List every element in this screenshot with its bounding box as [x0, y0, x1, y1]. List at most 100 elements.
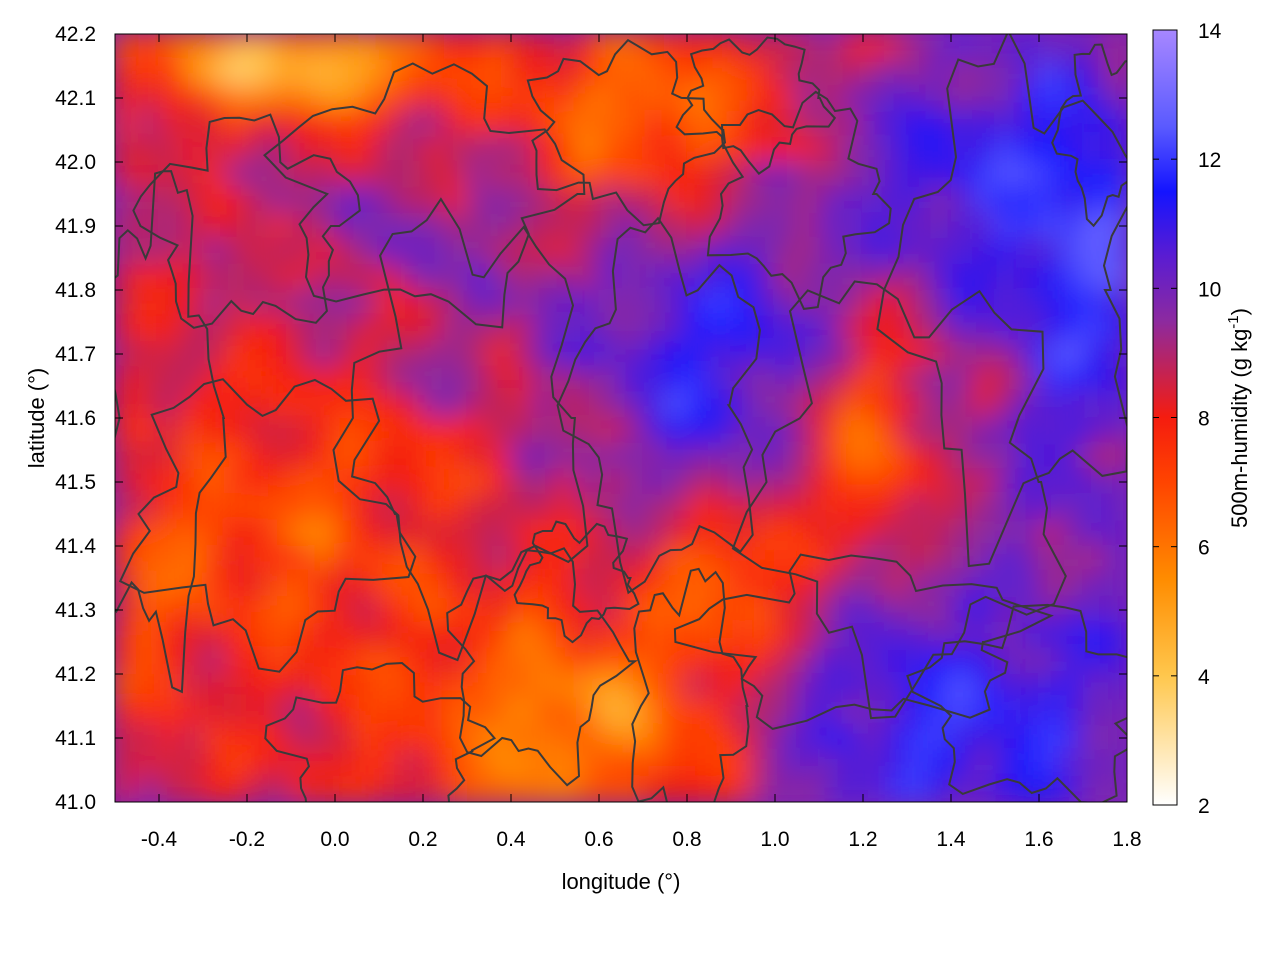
field-cell	[312, 417, 336, 445]
field-cell	[1016, 135, 1040, 163]
contour-line	[526, 38, 727, 227]
field-cell	[400, 391, 424, 419]
field-cell	[136, 314, 160, 343]
field-cell	[994, 186, 1018, 215]
field-cell	[312, 340, 336, 368]
field-cell	[224, 570, 248, 599]
field-cell	[598, 186, 622, 215]
field-cell	[598, 442, 622, 471]
field-cell	[664, 468, 688, 496]
field-cell	[136, 84, 160, 112]
field-cell	[884, 263, 908, 291]
field-cell	[840, 545, 864, 573]
field-cell	[884, 161, 908, 189]
field-cell	[840, 698, 864, 727]
field-cell	[994, 493, 1018, 522]
field-cell	[1104, 34, 1127, 61]
field-cell	[378, 34, 402, 61]
field-cell	[202, 698, 226, 727]
field-cell	[246, 212, 270, 240]
field-cell	[708, 58, 732, 87]
field-cell	[664, 212, 688, 240]
field-cell	[158, 493, 182, 522]
field-cell	[708, 724, 732, 752]
field-cell	[774, 365, 798, 394]
field-cell	[202, 34, 226, 61]
field-cell	[202, 775, 226, 802]
field-cell	[532, 314, 556, 343]
field-cell	[1016, 161, 1040, 189]
field-cell	[862, 263, 886, 291]
field-cell	[752, 161, 776, 189]
field-cell	[554, 673, 578, 701]
field-cell	[246, 673, 270, 701]
field-cell	[268, 468, 292, 496]
colorbar-tick-label: 8	[1198, 408, 1210, 431]
field-cell	[115, 263, 138, 291]
field-cell	[862, 84, 886, 112]
field-cell	[906, 135, 930, 163]
field-cell	[158, 34, 182, 61]
field-cell	[180, 263, 204, 291]
field-cell	[158, 724, 182, 752]
field-cell	[840, 442, 864, 471]
field-cell	[994, 749, 1018, 778]
field-cell	[334, 596, 358, 624]
contour-line	[118, 378, 417, 673]
field-cell	[356, 621, 380, 650]
field-cell	[1104, 493, 1127, 522]
field-cell	[1060, 724, 1084, 752]
field-cell	[774, 237, 798, 266]
field-cell	[224, 468, 248, 496]
field-cell	[1060, 314, 1084, 343]
field-cell	[818, 417, 842, 445]
field-cell	[532, 391, 556, 419]
colorbar-tick-label: 4	[1198, 666, 1210, 689]
field-cell	[378, 673, 402, 701]
field-cell	[378, 596, 402, 624]
field-cell	[466, 493, 490, 522]
field-cell	[796, 186, 820, 215]
y-tick-label: 41.0	[55, 791, 96, 814]
field-cell	[115, 724, 138, 752]
field-cell	[1060, 775, 1084, 802]
field-cell	[510, 417, 534, 445]
field-cell	[620, 698, 644, 727]
field-cell	[115, 161, 138, 189]
field-cell	[730, 186, 754, 215]
field-cell	[466, 647, 490, 675]
field-cell	[664, 135, 688, 163]
field-cell	[136, 161, 160, 189]
field-cell	[862, 749, 886, 778]
field-cell	[906, 263, 930, 291]
field-cell	[598, 237, 622, 266]
field-cell	[246, 314, 270, 343]
field-cell	[510, 647, 534, 675]
field-cell	[532, 58, 556, 87]
field-cell	[972, 442, 996, 471]
field-cell	[950, 391, 974, 419]
field-cell	[422, 135, 446, 163]
field-cell	[664, 289, 688, 317]
field-cell	[774, 84, 798, 112]
field-cell	[620, 263, 644, 291]
field-cell	[422, 493, 446, 522]
field-cell	[928, 212, 952, 240]
field-cell	[488, 749, 512, 778]
field-cell	[730, 417, 754, 445]
field-cell	[818, 596, 842, 624]
field-cell	[334, 314, 358, 343]
field-cell	[202, 545, 226, 573]
field-cell	[422, 545, 446, 573]
field-cell	[334, 263, 358, 291]
field-cell	[818, 186, 842, 215]
field-cell	[202, 596, 226, 624]
field-cell	[268, 596, 292, 624]
field-cell	[664, 519, 688, 547]
field-cell	[774, 161, 798, 189]
field-cell	[598, 135, 622, 163]
field-cell	[862, 212, 886, 240]
field-cell	[620, 289, 644, 317]
field-cell	[862, 493, 886, 522]
field-cell	[510, 596, 534, 624]
